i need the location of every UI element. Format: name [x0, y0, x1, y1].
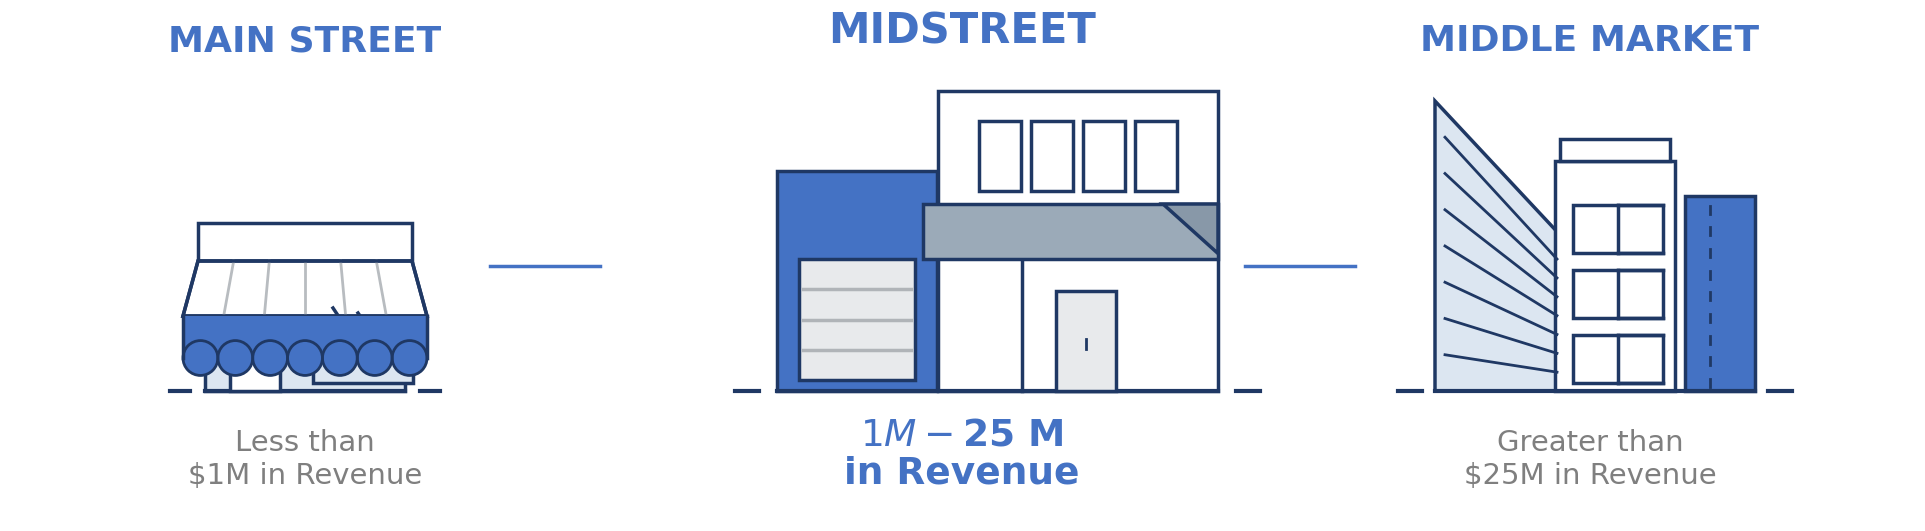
Text: MAIN STREET: MAIN STREET [167, 24, 441, 58]
Text: $1M - $25 M: $1M - $25 M [860, 418, 1065, 454]
Text: in Revenue: in Revenue [845, 456, 1080, 492]
Text: $1M in Revenue: $1M in Revenue [189, 462, 422, 490]
Bar [980, 121, 1020, 191]
Bar [1573, 205, 1663, 253]
Text: $25M in Revenue: $25M in Revenue [1463, 462, 1717, 490]
Circle shape [358, 340, 393, 375]
Bar [1573, 270, 1663, 318]
Bar [799, 259, 914, 380]
Bar [937, 91, 1219, 391]
Bar [198, 223, 412, 261]
Text: MIDDLE MARKET: MIDDLE MARKET [1421, 24, 1759, 58]
Bar [1136, 121, 1176, 191]
Circle shape [393, 340, 427, 375]
Bar [229, 291, 279, 391]
Bar [1559, 139, 1671, 161]
Bar [922, 204, 1219, 259]
Text: Less than: Less than [235, 429, 375, 457]
Circle shape [252, 340, 287, 375]
Circle shape [183, 340, 218, 375]
Polygon shape [1163, 204, 1219, 253]
Circle shape [287, 340, 321, 375]
Bar [1684, 196, 1756, 391]
Bar [1055, 291, 1116, 391]
Bar [1555, 161, 1675, 391]
Text: MIDSTREET: MIDSTREET [828, 10, 1095, 52]
Bar [183, 316, 427, 358]
Bar [204, 261, 404, 391]
Bar [778, 171, 937, 391]
Bar [1032, 121, 1072, 191]
Bar [1573, 335, 1663, 383]
Bar [314, 283, 414, 383]
Polygon shape [1434, 101, 1565, 391]
Circle shape [321, 340, 358, 375]
Polygon shape [183, 261, 427, 316]
Bar [1084, 121, 1124, 191]
Circle shape [218, 340, 252, 375]
Text: Greater than: Greater than [1498, 429, 1682, 457]
